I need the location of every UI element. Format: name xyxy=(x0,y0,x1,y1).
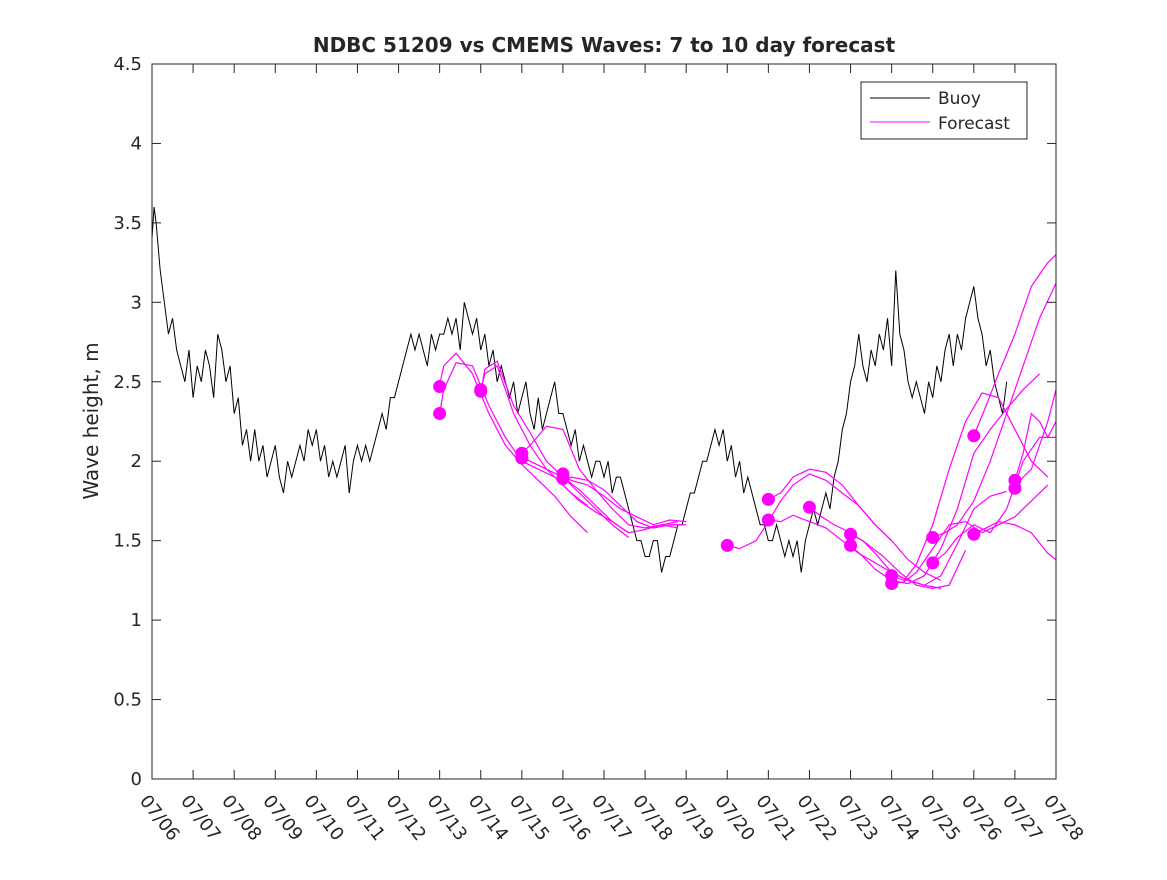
forecast-line-14 xyxy=(891,392,1049,582)
forecast-start-marker-19 xyxy=(967,527,981,541)
x-tick-label: 07/16 xyxy=(546,791,594,845)
x-tick-label: 07/12 xyxy=(382,791,430,845)
x-tick-label: 07/10 xyxy=(299,791,347,845)
forecast-line-6 xyxy=(562,473,687,526)
x-tick-label: 07/19 xyxy=(669,791,717,845)
x-tick-label: 07/08 xyxy=(217,791,265,845)
forecast-line-1 xyxy=(439,352,588,534)
plot-area xyxy=(152,64,1056,779)
x-tick-label: 07/22 xyxy=(793,791,841,845)
forecast-start-marker-1 xyxy=(433,407,447,421)
forecast-line-12 xyxy=(850,490,1007,586)
forecast-start-marker-17 xyxy=(926,556,940,570)
x-tick-label: 07/15 xyxy=(505,791,553,845)
y-tick-label: 2 xyxy=(131,451,142,472)
forecast-line-16 xyxy=(932,283,1057,539)
x-tick-label: 07/21 xyxy=(751,791,799,845)
forecast-start-marker-3 xyxy=(474,384,488,398)
x-tick-label: 07/23 xyxy=(834,791,882,845)
x-tick-label: 07/13 xyxy=(423,791,471,845)
buoy-line xyxy=(151,206,1008,573)
y-axis-label: Wave height, m xyxy=(79,342,103,499)
forecast-start-marker-10 xyxy=(761,513,775,527)
forecast-line-18 xyxy=(973,254,1057,437)
forecast-start-marker-21 xyxy=(1008,481,1022,495)
x-tick-label: 07/07 xyxy=(176,791,224,845)
forecast-start-marker-8 xyxy=(720,538,734,552)
legend-buoy-label: Buoy xyxy=(938,89,981,109)
x-tick-label: 07/26 xyxy=(957,791,1005,845)
y-tick-label: 4.5 xyxy=(113,54,142,75)
x-tick-label: 07/14 xyxy=(464,791,512,845)
forecast-start-marker-16 xyxy=(926,530,940,544)
x-tick-label: 07/18 xyxy=(628,791,676,845)
y-tick-label: 1 xyxy=(131,610,142,631)
series-layer xyxy=(151,206,1057,591)
forecast-start-marker-5 xyxy=(515,451,529,465)
forecast-start-marker-11 xyxy=(802,500,816,514)
forecast-line-11 xyxy=(809,506,967,589)
x-tick-label: 07/20 xyxy=(710,791,758,845)
y-tick-label: 3 xyxy=(131,292,142,313)
legend-box xyxy=(860,81,1028,140)
forecast-start-marker-9 xyxy=(761,492,775,506)
x-tick-label: 07/27 xyxy=(998,791,1046,845)
forecast-line-3 xyxy=(480,360,630,538)
forecast-start-marker-13 xyxy=(844,538,858,552)
x-tick-label: 07/24 xyxy=(875,791,923,845)
x-tick-label: 07/28 xyxy=(1039,791,1087,845)
forecast-start-marker-12 xyxy=(844,527,858,541)
y-tick-label: 2.5 xyxy=(113,372,142,393)
legend: Buoy Forecast xyxy=(860,81,1028,140)
x-tick-label: 07/25 xyxy=(916,791,964,845)
y-tick-label: 0.5 xyxy=(113,690,142,711)
legend-forecast-label: Forecast xyxy=(938,114,1010,134)
x-tick-label: 07/11 xyxy=(341,791,389,845)
chart-title: NDBC 51209 vs CMEMS Waves: 7 to 10 day f… xyxy=(313,33,896,57)
y-tick-label: 4 xyxy=(131,133,142,154)
y-tick-label: 3.5 xyxy=(113,213,142,234)
y-tick-label: 1.5 xyxy=(113,531,142,552)
forecast-line-17 xyxy=(932,436,1056,564)
forecast-line-13 xyxy=(850,373,1040,585)
y-tick-label: 0 xyxy=(131,769,142,790)
forecast-line-21 xyxy=(1014,389,1057,489)
forecast-start-marker-0 xyxy=(433,380,447,394)
forecast-start-marker-18 xyxy=(967,429,981,443)
forecast-start-marker-7 xyxy=(556,472,570,486)
forecast-line-15 xyxy=(891,484,1049,585)
x-tick-label: 07/09 xyxy=(258,791,306,845)
forecast-line-5 xyxy=(521,457,679,534)
x-tick-label: 07/17 xyxy=(587,791,635,845)
forecast-start-marker-15 xyxy=(885,577,899,591)
forecast-line-7 xyxy=(562,476,687,529)
forecast-line-19 xyxy=(973,520,1057,561)
x-tick-label: 07/06 xyxy=(135,791,183,845)
forecast-line-9 xyxy=(768,468,942,581)
forecast-line-20 xyxy=(1014,412,1057,481)
